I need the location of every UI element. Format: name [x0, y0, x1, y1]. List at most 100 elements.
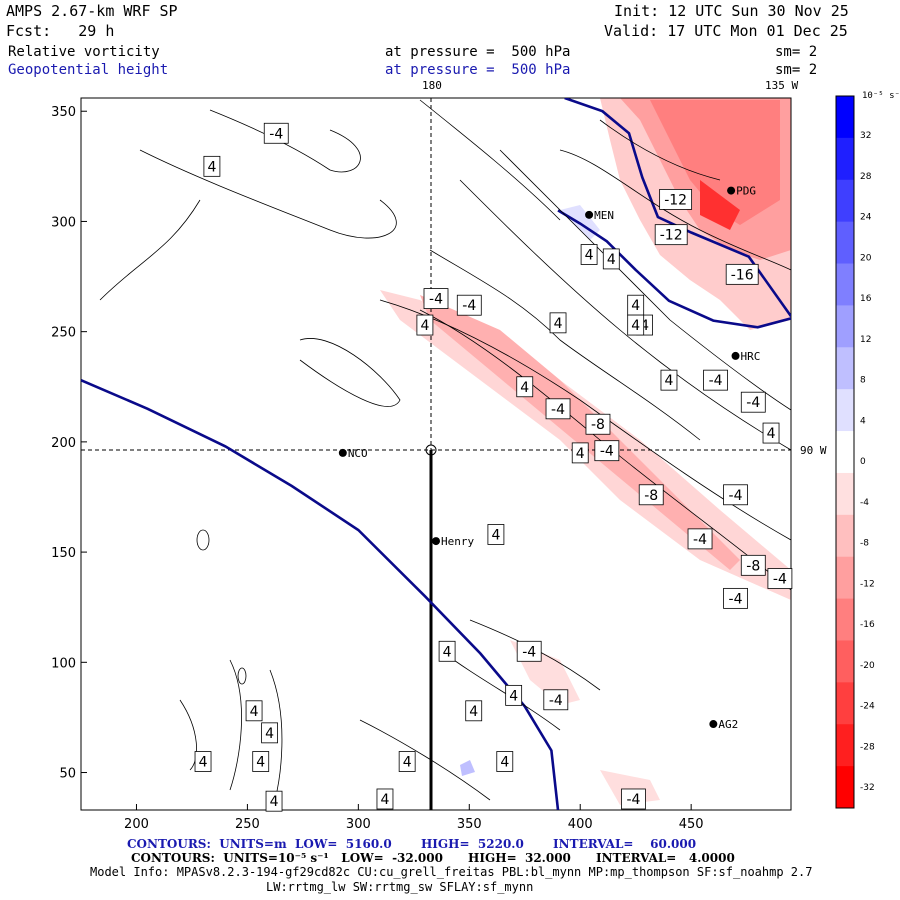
- contour-label: 4: [398, 751, 416, 772]
- model-title: AMPS 2.67-km WRF SP: [6, 2, 178, 20]
- station-label: Henry: [441, 535, 474, 548]
- contour-label-box: [543, 689, 569, 711]
- colorbar: 32 28 24 20 16 12 8 4 0 -4 -8 -12 -16 -20 -24 -28 -32: [835, 95, 875, 809]
- forecast-hour: Fcst: 29 h: [6, 22, 115, 40]
- colorbar-tick-label: -20: [860, 661, 875, 671]
- pressure2-label: at pressure = 500 hPa: [385, 62, 571, 78]
- colorbar-tick-label: 8: [860, 376, 866, 386]
- colorbar-segment: [836, 221, 854, 265]
- contour-label: 4: [549, 312, 567, 334]
- colorbar-tick-label: -24: [860, 702, 875, 712]
- contour-label: -12: [659, 188, 693, 210]
- contour-label-box: [516, 640, 542, 662]
- colorbar-tick-label: -16: [860, 620, 875, 630]
- colorbar-segment: [836, 96, 854, 139]
- contour-label-box: [416, 314, 434, 336]
- colorbar-tick-label: 24: [860, 213, 872, 223]
- contour-label-box: [762, 422, 780, 444]
- height-contours: [81, 98, 791, 810]
- contour-label-text: 4: [585, 248, 594, 264]
- contour-label: 4: [602, 248, 620, 270]
- contour-label-box: [465, 700, 483, 722]
- contour-label-text: -4: [693, 532, 707, 548]
- contour-label-text: 4: [509, 688, 518, 704]
- contour-label-text: -4: [626, 792, 640, 808]
- contour-label-text: 4: [199, 755, 208, 771]
- field1-label: Relative vorticity: [8, 44, 160, 60]
- contour-label-box: [265, 790, 283, 812]
- field2-label: Geopotential height: [8, 62, 169, 78]
- contour-label-box: [654, 224, 688, 246]
- contour-label-box: [687, 528, 713, 550]
- colorbar-tick-label: -28: [860, 742, 875, 752]
- contour-label-text: 4: [500, 755, 509, 771]
- y-tick-label: 150: [51, 546, 76, 561]
- colorbar-tick-label: 20: [860, 253, 872, 263]
- contour-label-text: -8: [591, 417, 605, 433]
- station-label: HRC: [741, 350, 761, 363]
- contour-label-text: -4: [773, 572, 787, 588]
- contour-label-text: 4: [207, 159, 216, 175]
- contour-label-text: 4: [767, 426, 776, 442]
- colorbar-segment: [836, 472, 854, 516]
- pressure1-label: at pressure = 500 hPa: [385, 44, 571, 60]
- x-tick-label: 200: [124, 817, 149, 832]
- contour-label-box: [496, 751, 514, 772]
- colorbar-tick-label: 0: [860, 457, 866, 467]
- contour-label-box: [398, 751, 416, 772]
- contour-label: -4: [456, 294, 482, 316]
- contour-label-text: -4: [429, 292, 443, 308]
- contour-label: -8: [740, 554, 766, 576]
- contour-label-box: [376, 788, 394, 810]
- colorbar-segment: [836, 347, 854, 390]
- contour-label-box: [621, 788, 646, 810]
- station-markers: NCO Henry HRC PDG AG2 MEN: [338, 185, 761, 731]
- contour-label-box: [594, 440, 620, 462]
- colorbar-tick-label: -8: [860, 539, 869, 549]
- contour-label-text: 4: [469, 704, 478, 720]
- height-contour-5220b: [557, 209, 791, 329]
- colorbar-segment: [836, 305, 854, 348]
- contour-label-box: [516, 376, 534, 398]
- y-tick-label: 50: [59, 767, 76, 782]
- contour-label-box: [456, 294, 482, 316]
- contour-label-box: [602, 248, 620, 270]
- colorbar-tick-label: 32: [860, 131, 871, 141]
- contour-label-box: [194, 751, 212, 772]
- y-tick-label: 350: [51, 105, 76, 120]
- contour-label: 4: [465, 700, 483, 722]
- contour-label-box: [571, 442, 589, 464]
- station-dot: [432, 537, 440, 546]
- station-dot: [731, 351, 740, 360]
- station-dot: [585, 210, 594, 219]
- contour-label-text: -4: [462, 298, 476, 314]
- x-tick-label: 250: [235, 817, 260, 832]
- colorbar-tick-label: -4: [860, 498, 869, 508]
- contour-label: -4: [723, 484, 748, 506]
- contour-label-text: -4: [729, 591, 743, 607]
- contour-label: 4: [416, 314, 434, 336]
- contour-label: -4: [687, 528, 713, 550]
- axes: 200 250 300 350 400 450 50 100 150 200 250 300 350: [51, 105, 703, 832]
- x-tick-label: 450: [679, 817, 704, 832]
- smooth1-label: sm= 2: [775, 44, 818, 60]
- contour-label: 4: [627, 294, 645, 316]
- valid-time: Valid: 17 UTC Mon 01 Dec 25: [604, 22, 848, 40]
- lon-label-135w: 135 W: [765, 79, 799, 92]
- contour-label: -16: [725, 263, 759, 285]
- contour-label: 4: [660, 369, 678, 391]
- colorbar-unit: 10⁻⁵ s⁻¹: [862, 91, 900, 101]
- contour-label: -4: [594, 440, 620, 462]
- plot-frame: [80, 97, 792, 811]
- contour-label: 4: [571, 442, 589, 464]
- colorbar-segment: [836, 431, 854, 474]
- colorbar-segment: [836, 137, 854, 181]
- contour-label: 4: [265, 790, 283, 812]
- contour-label-box: [585, 413, 611, 435]
- contour-label-box: [725, 263, 759, 285]
- contour-label-text: -16: [731, 267, 754, 283]
- lon-label-180: 180: [422, 79, 442, 92]
- contour-label-text: 4: [256, 755, 265, 771]
- contour-label: 4: [245, 700, 263, 722]
